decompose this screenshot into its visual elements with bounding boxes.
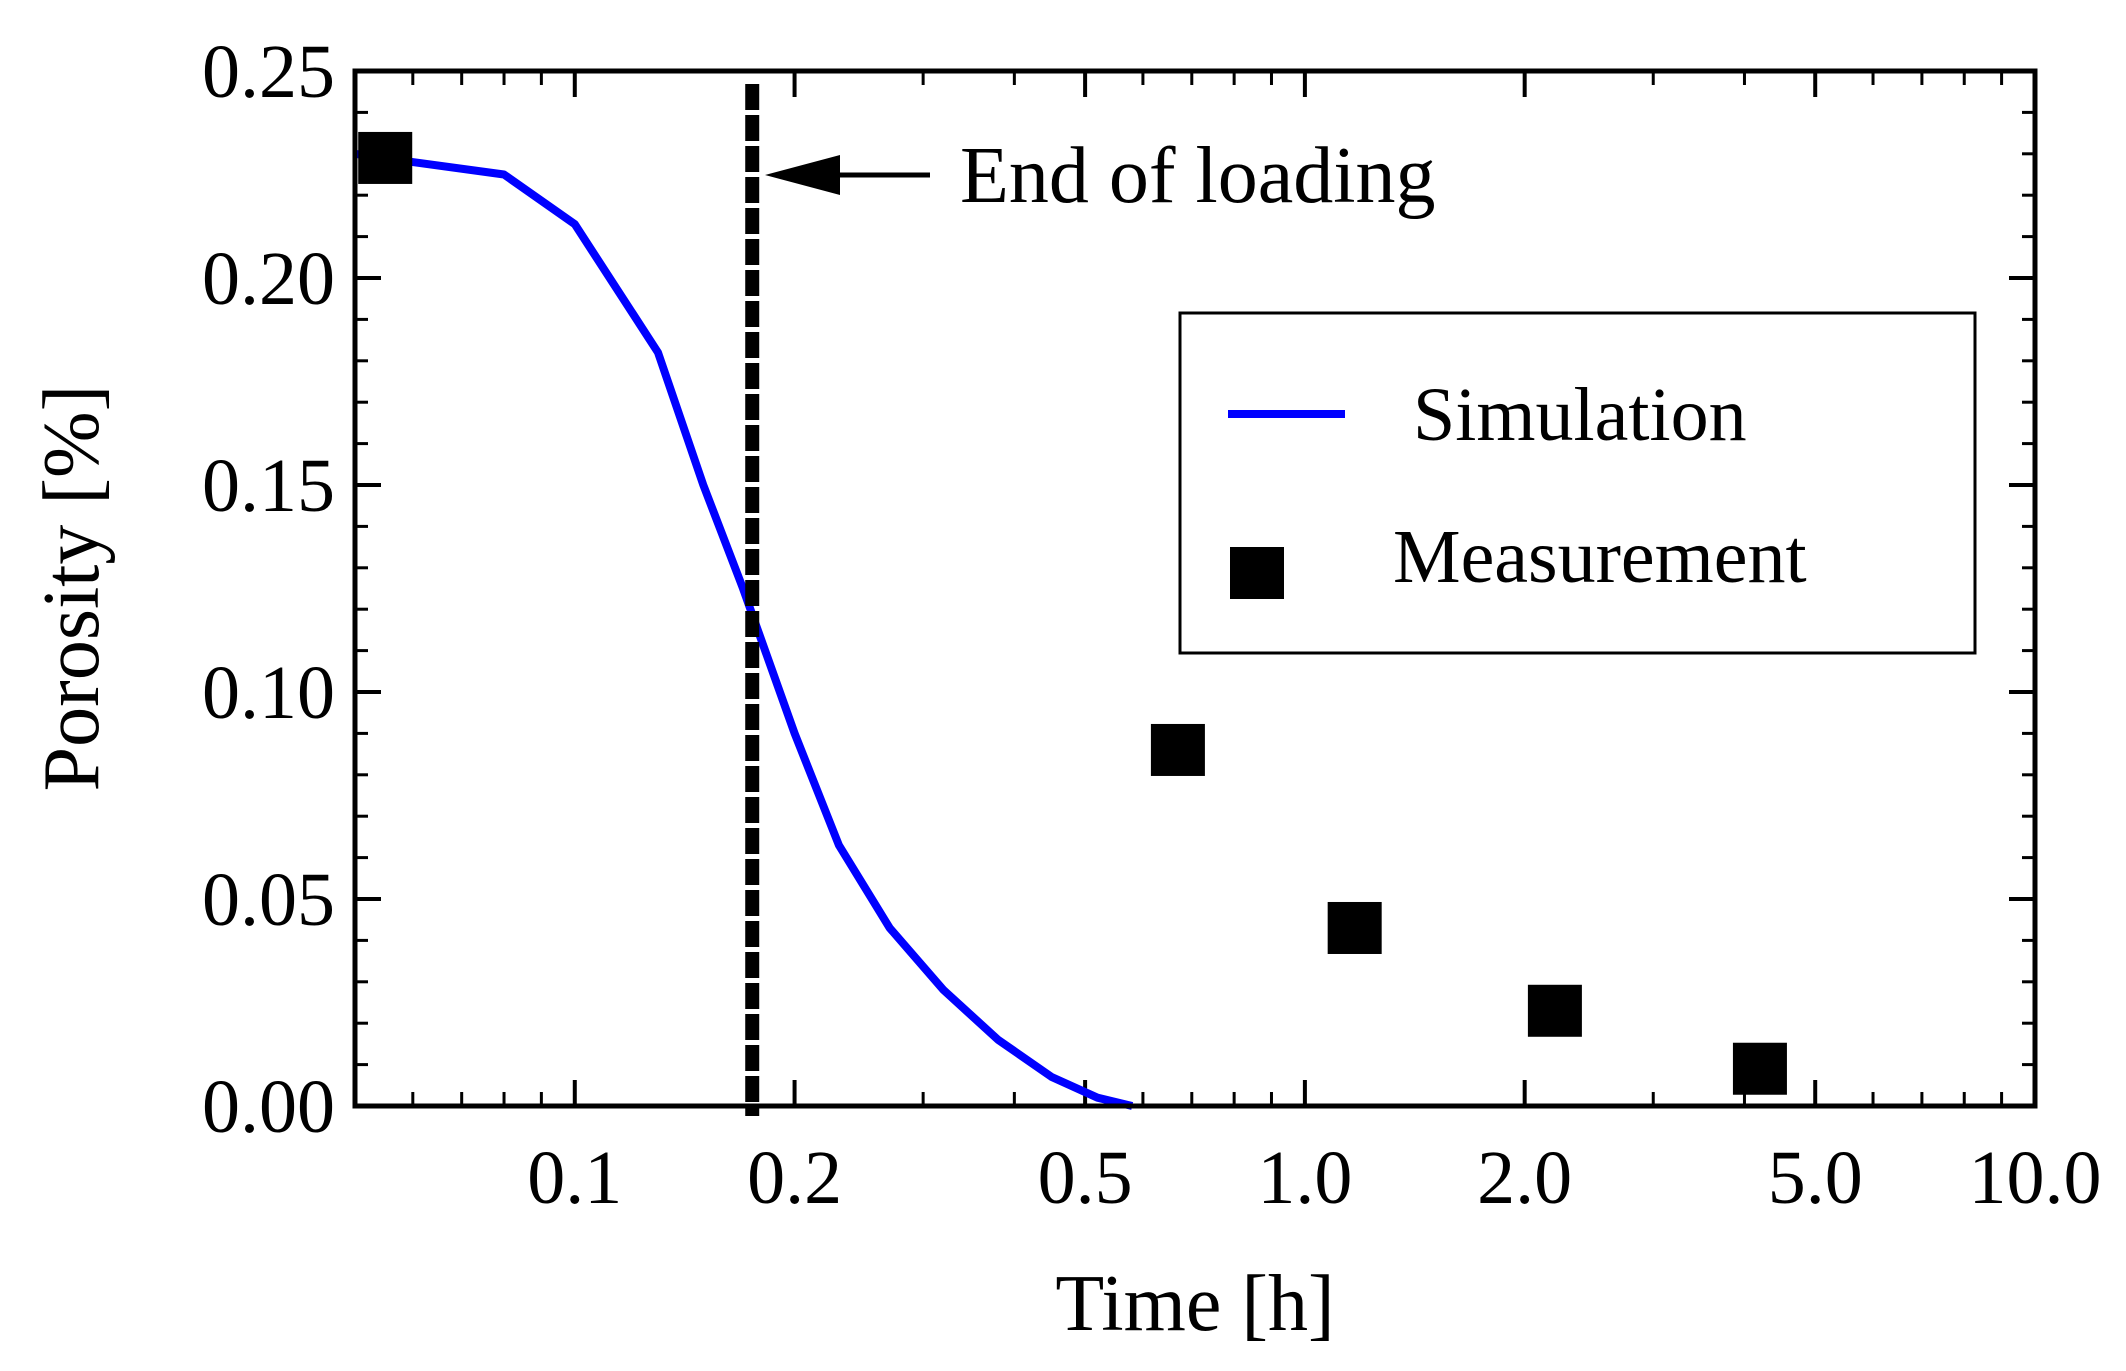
- legend: Simulation Measurement: [1178, 311, 1977, 655]
- y-tick-label: 0.20: [202, 237, 335, 321]
- x-tick-label: 1.0: [1257, 1136, 1352, 1220]
- y-tick-label: 0.15: [202, 444, 335, 528]
- legend-measurement-label: Measurement: [1393, 515, 1807, 599]
- annotation-text: End of loading: [960, 132, 1435, 220]
- measurement-point: [1732, 1042, 1787, 1095]
- annotation-arrow-head: [765, 155, 840, 195]
- y-tick-label: 0.00: [202, 1065, 335, 1149]
- plot-frame: [352, 68, 2038, 1109]
- plot-layer: [354, 84, 1787, 1116]
- tick-labels: 0.1 0.2 0.5 1.0 2.0 5.0 10.0 0.00 0.05 0.10 0.15 0.…: [202, 30, 2102, 1220]
- y-tick-label: 0.05: [202, 858, 335, 942]
- y-axis-title: Porosity [%]: [28, 385, 116, 792]
- simulation-line: [354, 149, 1134, 1110]
- x-tick-label: 5.0: [1768, 1136, 1863, 1220]
- annotation: End of loading: [765, 132, 1435, 220]
- legend-simulation-label: Simulation: [1413, 373, 1747, 457]
- x-tick-label: 2.0: [1477, 1136, 1572, 1220]
- x-axis-title: Time [h]: [1055, 1260, 1334, 1348]
- measurement-point: [1150, 723, 1205, 776]
- measurement-point: [358, 131, 413, 184]
- measurement-point: [1327, 901, 1382, 954]
- legend-box: [1178, 311, 1977, 655]
- x-tick-label: 10.0: [1969, 1136, 2102, 1220]
- y-tick-label: 0.10: [202, 651, 335, 735]
- x-tick-label: 0.5: [1038, 1136, 1133, 1220]
- x-tick-label: 0.1: [527, 1136, 622, 1220]
- measurement-point: [1527, 984, 1582, 1037]
- x-tick-label: 0.2: [747, 1136, 842, 1220]
- legend-measurement-swatch: [1230, 547, 1284, 599]
- y-tick-label: 0.25: [202, 30, 335, 114]
